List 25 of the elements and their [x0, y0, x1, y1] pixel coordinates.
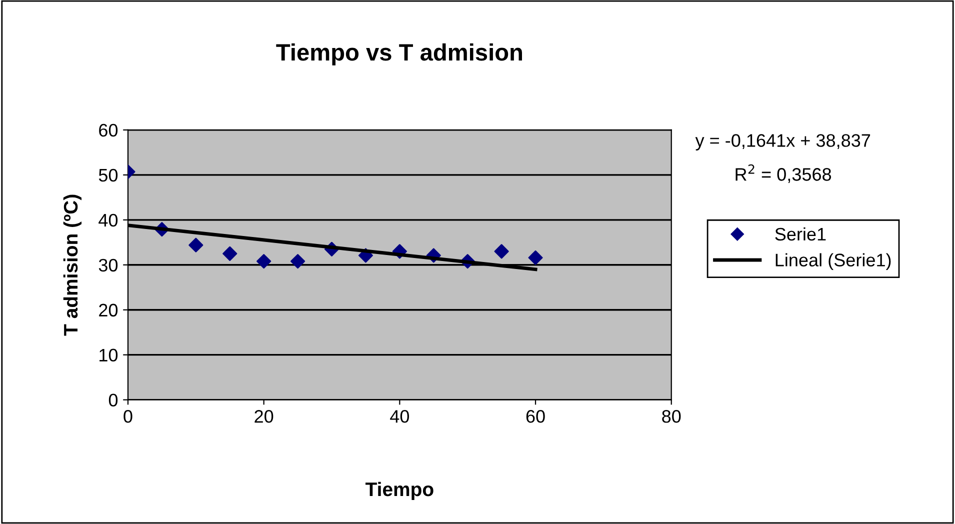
- y-tick-label: 60: [99, 124, 118, 137]
- y-axis-title: T admision (ºC): [63, 194, 82, 336]
- point: [222, 246, 238, 261]
- y-tick-label: 10: [100, 348, 118, 362]
- y-tick-label: 30: [98, 258, 118, 272]
- x-tick-label: 0: [124, 410, 132, 423]
- point: [528, 250, 543, 265]
- legend-label: Serie1: [775, 227, 826, 241]
- point: [188, 238, 204, 252]
- x-tick-label: 60: [526, 410, 545, 423]
- x-tick-label: 20: [254, 410, 274, 423]
- y-tick-label: 0: [108, 394, 118, 407]
- x-tick-label: 80: [662, 410, 681, 423]
- text: R$^{2}$ = 0,3568: [736, 164, 832, 183]
- point: [256, 254, 272, 269]
- x-axis-title: Tiempo: [365, 482, 434, 500]
- y-tick-label: 40: [98, 214, 118, 227]
- y-tick-label: 50: [98, 168, 118, 182]
- chart-title: Tiempo vs T admision: [276, 43, 522, 66]
- x-tick-label: 40: [390, 410, 410, 423]
- text: y = -0,1641x + 38,837: [695, 134, 870, 150]
- point: [494, 244, 509, 259]
- point: [290, 254, 306, 269]
- y-tick-label: 20: [99, 304, 118, 317]
- legend-label: Lineal (Serie1): [776, 253, 891, 270]
